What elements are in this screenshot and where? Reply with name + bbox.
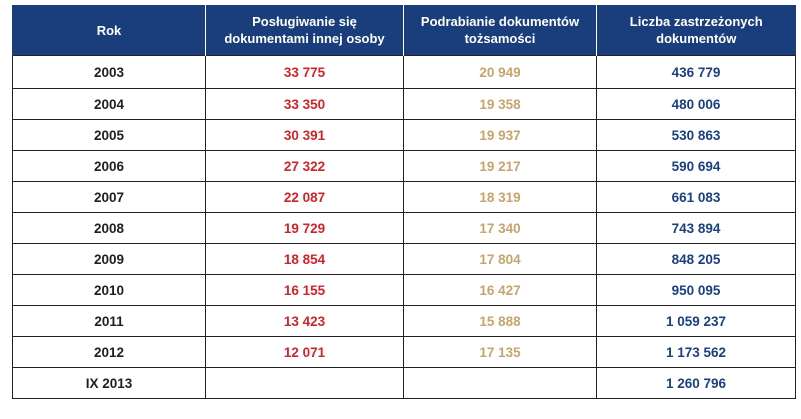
cell-year: 2011 (12, 305, 206, 337)
table-row: 2012 12 071 17 135 1 173 562 (12, 336, 796, 368)
table-row: 2011 13 423 15 888 1 059 237 (12, 305, 796, 337)
cell-identity-misuse: 13 423 (205, 305, 404, 337)
cell-reserved-documents: 950 095 (596, 274, 796, 306)
cell-document-forgery: 19 217 (403, 150, 597, 182)
header-row: Rok Posługiwanie się dokumentami innej o… (12, 5, 796, 56)
cell-document-forgery: 17 340 (403, 212, 597, 244)
header-identity-misuse: Posługiwanie się dokumentami innej osoby (205, 5, 404, 56)
cell-identity-misuse: 27 322 (205, 150, 404, 182)
cell-document-forgery: 20 949 (403, 55, 597, 89)
cell-document-forgery: 15 888 (403, 305, 597, 337)
statistics-table: Rok Posługiwanie się dokumentami innej o… (12, 5, 796, 399)
table-header: Rok Posługiwanie się dokumentami innej o… (12, 5, 796, 56)
header-year: Rok (12, 5, 206, 56)
cell-year: 2012 (12, 336, 206, 368)
cell-reserved-documents: 590 694 (596, 150, 796, 182)
cell-year: 2010 (12, 274, 206, 306)
cell-year: 2006 (12, 150, 206, 182)
table-body: 2003 33 775 20 949 436 779 2004 33 350 19 358 4… (12, 55, 796, 399)
cell-identity-misuse: 30 391 (205, 119, 404, 151)
cell-document-forgery: 19 937 (403, 119, 597, 151)
cell-document-forgery: 19 358 (403, 88, 597, 120)
cell-identity-misuse: 19 729 (205, 212, 404, 244)
cell-reserved-documents: 1 260 796 (596, 367, 796, 399)
cell-year: 2009 (12, 243, 206, 275)
cell-year: 2007 (12, 181, 206, 213)
cell-reserved-documents: 530 863 (596, 119, 796, 151)
cell-document-forgery (403, 367, 597, 399)
cell-year: 2003 (12, 55, 206, 89)
table-row: IX 2013 1 260 796 (12, 367, 796, 399)
cell-reserved-documents: 1 059 237 (596, 305, 796, 337)
cell-year: IX 2013 (12, 367, 206, 399)
cell-document-forgery: 17 804 (403, 243, 597, 275)
table-row: 2005 30 391 19 937 530 863 (12, 119, 796, 151)
table-row: 2004 33 350 19 358 480 006 (12, 88, 796, 120)
cell-identity-misuse: 16 155 (205, 274, 404, 306)
cell-reserved-documents: 848 205 (596, 243, 796, 275)
table-row: 2009 18 854 17 804 848 205 (12, 243, 796, 275)
table-row: 2010 16 155 16 427 950 095 (12, 274, 796, 306)
cell-document-forgery: 16 427 (403, 274, 597, 306)
cell-reserved-documents: 1 173 562 (596, 336, 796, 368)
table-row: 2008 19 729 17 340 743 894 (12, 212, 796, 244)
cell-reserved-documents: 480 006 (596, 88, 796, 120)
cell-year: 2005 (12, 119, 206, 151)
cell-reserved-documents: 661 083 (596, 181, 796, 213)
cell-reserved-documents: 436 779 (596, 55, 796, 89)
cell-identity-misuse: 22 087 (205, 181, 404, 213)
cell-year: 2008 (12, 212, 206, 244)
table-row: 2006 27 322 19 217 590 694 (12, 150, 796, 182)
header-reserved-documents: Liczba zastrzeżonych dokumentów (596, 5, 796, 56)
header-document-forgery: Podrabianie dokumentów tożsamości (403, 5, 597, 56)
cell-reserved-documents: 743 894 (596, 212, 796, 244)
cell-identity-misuse (205, 367, 404, 399)
table-row: 2003 33 775 20 949 436 779 (12, 55, 796, 89)
table-row: 2007 22 087 18 319 661 083 (12, 181, 796, 213)
cell-identity-misuse: 33 775 (205, 55, 404, 89)
cell-year: 2004 (12, 88, 206, 120)
cell-document-forgery: 17 135 (403, 336, 597, 368)
cell-identity-misuse: 18 854 (205, 243, 404, 275)
cell-document-forgery: 18 319 (403, 181, 597, 213)
cell-identity-misuse: 12 071 (205, 336, 404, 368)
cell-identity-misuse: 33 350 (205, 88, 404, 120)
